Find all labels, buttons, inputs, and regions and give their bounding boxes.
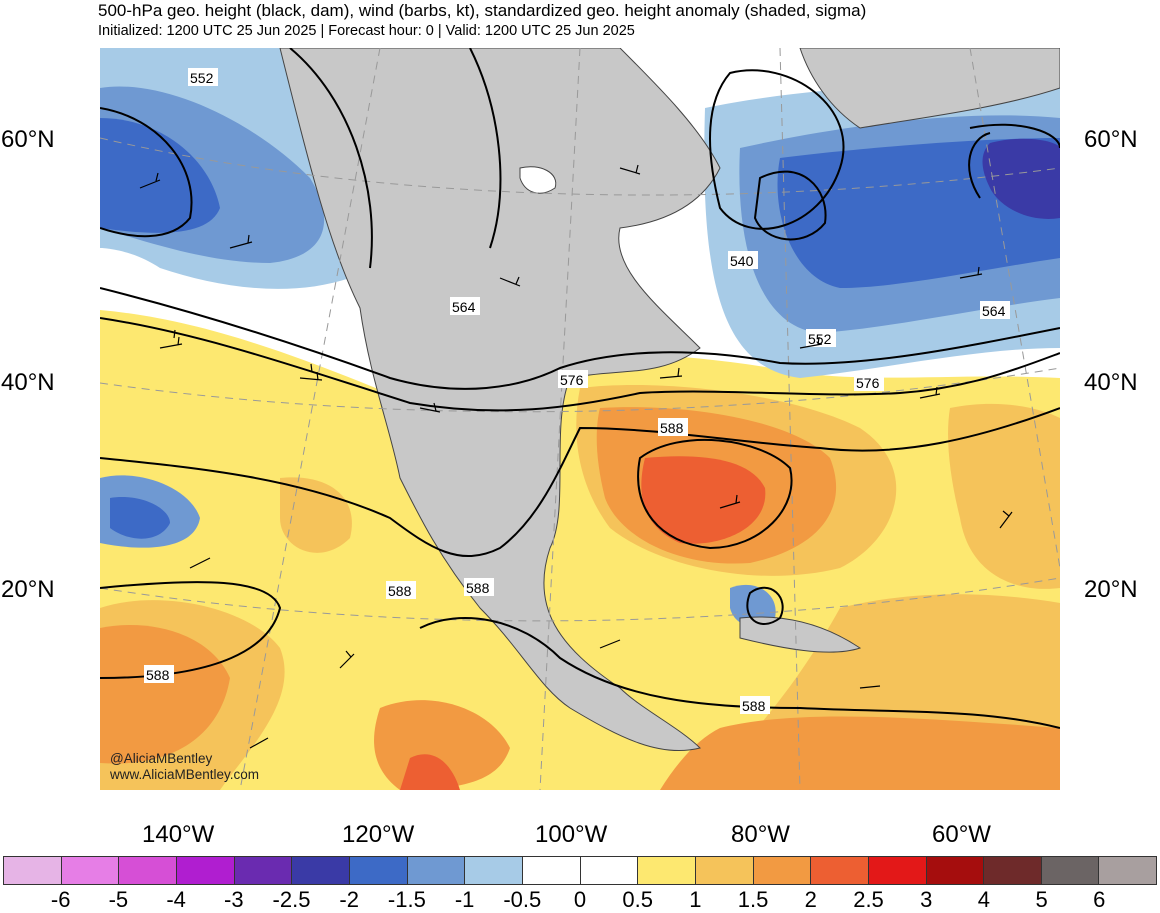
land-masses [279, 48, 1060, 752]
colorbar-box [811, 857, 869, 884]
longitude-label: 140°W [142, 821, 215, 848]
colorbar-tick-label: 2.5 [853, 887, 884, 912]
contour-label: 576 [560, 372, 584, 388]
map-subtitle: Initialized: 1200 UTC 25 Jun 2025 | Fore… [98, 23, 635, 39]
colorbar-tick-label: -0.5 [503, 887, 542, 912]
colorbar [3, 856, 1157, 885]
colorbar-box [465, 857, 523, 884]
contour-label: 588 [388, 583, 412, 599]
latitude-label-left: 40°N [1, 369, 55, 396]
colorbar-tick-label: -6 [50, 887, 71, 912]
colorbar-tick-label: -3 [224, 887, 244, 912]
colorbar-tick-label: -4 [166, 887, 186, 912]
colorbar-box [234, 857, 293, 884]
map-canvas: 552 540 564 552 564 576 576 588 588 588 … [100, 48, 1060, 790]
weather-map: 552 540 564 552 564 576 576 588 588 588 … [100, 48, 1060, 790]
contour-label: 588 [466, 580, 490, 596]
contour-label: 588 [660, 420, 684, 436]
colorbar-box [4, 857, 62, 884]
longitude-label: 60°W [932, 821, 991, 848]
longitude-label: 80°W [731, 821, 790, 848]
contour-label: 552 [808, 331, 832, 347]
colorbar-tick-label: -1.5 [387, 887, 426, 912]
colorbar-box [176, 857, 235, 884]
colorbar-box [522, 857, 581, 884]
colorbar-box [638, 857, 696, 884]
colorbar-box [407, 857, 466, 884]
contour-label: 588 [742, 698, 766, 714]
latitude-label-right: 40°N [1084, 369, 1138, 396]
contour-label: 552 [190, 70, 214, 86]
map-title: 500-hPa geo. height (black, dam), wind (… [98, 1, 867, 20]
colorbar-box [61, 857, 120, 884]
colorbar-box [926, 857, 985, 884]
contour-label: 564 [452, 299, 476, 315]
height-contours [100, 48, 1060, 729]
colorbar-tick-label: 5 [1035, 887, 1048, 912]
colorbar-box [119, 857, 177, 884]
wind-barbs [139, 164, 1013, 749]
longitude-label: 120°W [342, 821, 415, 848]
colorbar-tick-label: 6 [1093, 887, 1106, 912]
colorbar-tick-label: 1.5 [737, 887, 769, 912]
colorbar-box [868, 857, 927, 884]
colorbar-box [292, 857, 350, 884]
colorbar-tick-label: -5 [108, 887, 129, 912]
colorbar-tick-label: 2 [804, 887, 817, 912]
colorbar-box [1041, 857, 1100, 884]
colorbar-tick-label: 3 [920, 887, 933, 912]
colorbar-box [1099, 857, 1157, 884]
colorbar-tick-label: 0 [573, 887, 587, 912]
credit-website: www.AliciaMBentley.com [110, 767, 260, 782]
contour-label: 576 [856, 375, 880, 391]
colorbar-tick-label: 4 [977, 887, 991, 912]
latitude-label-right: 60°N [1084, 126, 1138, 153]
colorbar-tick-label: 1 [689, 887, 702, 912]
contour-label: 588 [146, 667, 170, 683]
contour-label: 564 [982, 303, 1006, 319]
colorbar-box [695, 857, 754, 884]
colorbar-tick-label: -2.5 [272, 887, 311, 912]
longitude-label: 100°W [535, 821, 608, 848]
latitude-label-left: 60°N [1, 126, 55, 153]
colorbar-box [753, 857, 812, 884]
colorbar-tick-label: 0.5 [622, 887, 653, 912]
contour-label: 540 [730, 253, 754, 269]
latitude-label-right: 20°N [1084, 576, 1138, 603]
colorbar-box [349, 857, 408, 884]
credit-handle: @AliciaMBentley [110, 751, 213, 766]
colorbar-tick-label: -1 [454, 887, 475, 912]
colorbar-box [580, 857, 639, 884]
colorbar-box [984, 857, 1042, 884]
colorbar-tick-label: -2 [339, 887, 359, 912]
latitude-label-left: 20°N [1, 576, 55, 603]
contour-labels: 552 540 564 552 564 576 576 588 588 588 … [144, 68, 1010, 714]
